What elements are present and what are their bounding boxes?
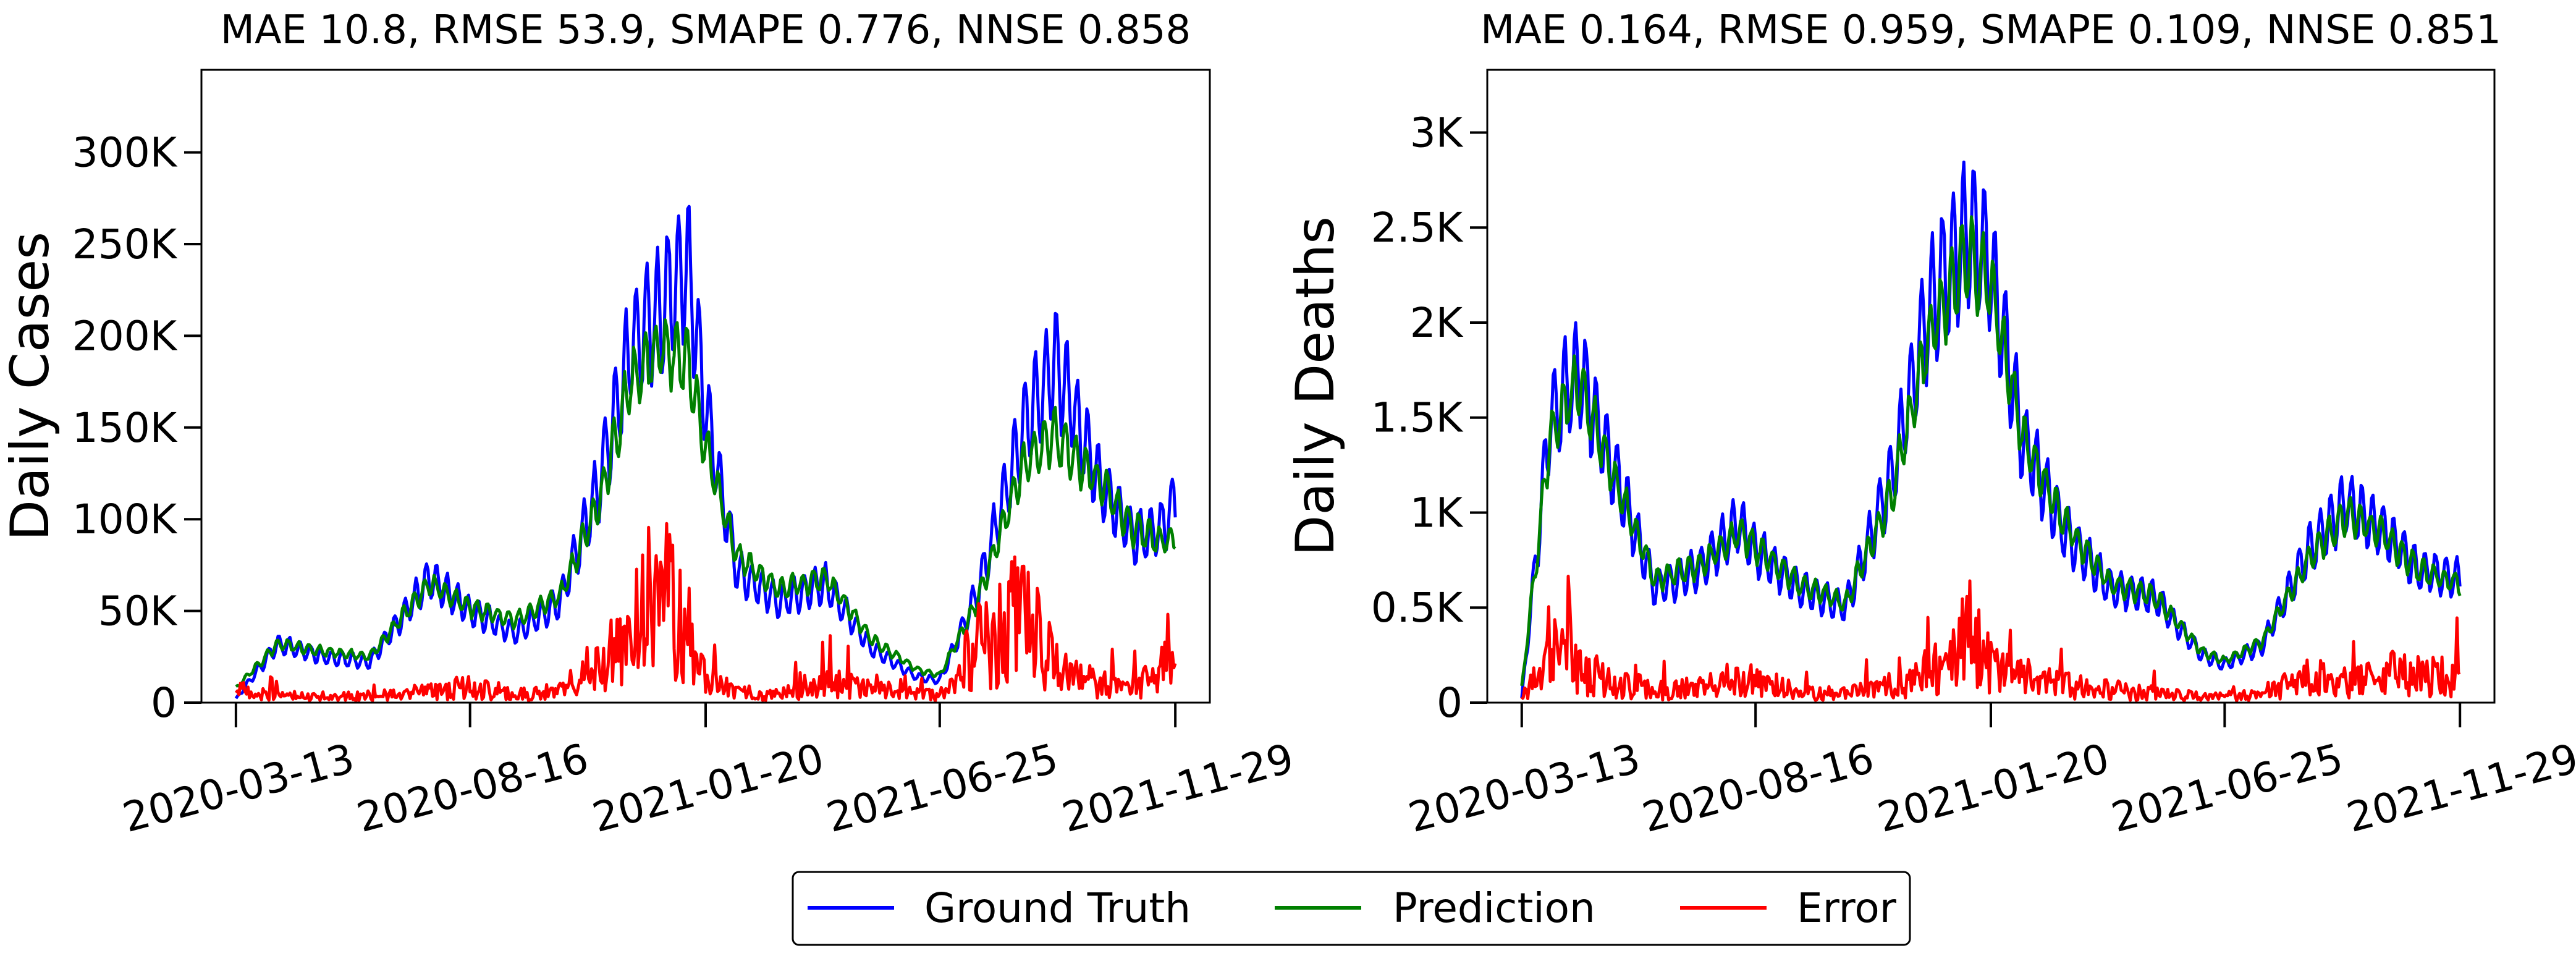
legend-label: Error (1797, 884, 1897, 932)
legend-item: Error (1680, 884, 1897, 932)
series-line-prediction (1520, 215, 2462, 687)
y-tick-label: 100K (72, 496, 178, 543)
legend-item: Prediction (1275, 884, 1595, 932)
x-tick-label: 2021-11-29 (1057, 734, 1298, 842)
chart-panel-2: MAE 0.164, RMSE 0.959, SMAPE 0.109, NNSE… (1285, 7, 2576, 842)
series-line-error (1520, 575, 2461, 703)
y-tick-label: 300K (72, 129, 178, 177)
legend-label: Prediction (1393, 884, 1595, 932)
y-tick-label: 50K (98, 588, 178, 635)
y-tick-label: 0 (1437, 679, 1463, 727)
chart-title: MAE 0.164, RMSE 0.959, SMAPE 0.109, NNSE… (1480, 7, 2501, 53)
y-tick-label: 1.5K (1371, 394, 1464, 442)
legend-label: Ground Truth (924, 884, 1191, 932)
y-tick-label: 1K (1410, 489, 1464, 536)
y-tick-label: 150K (72, 404, 178, 452)
y-axis-label: Daily Cases (0, 232, 61, 541)
y-tick-label: 2.5K (1371, 204, 1464, 252)
x-tick-label: 2020-03-13 (118, 734, 359, 842)
plot-frame (1486, 69, 2496, 704)
plot-area (234, 205, 1177, 703)
series-line-ground-truth (1520, 160, 2462, 699)
y-tick-label: 250K (72, 221, 178, 268)
y-tick-label: 0 (151, 679, 177, 727)
series-line-prediction (235, 318, 1176, 688)
chart-panel-1: MAE 10.8, RMSE 53.9, SMAPE 0.776, NNSE 0… (0, 7, 1299, 842)
plot-area (1520, 160, 2462, 703)
x-tick-label: 2021-01-20 (1873, 734, 2114, 842)
x-tick-label: 2021-06-25 (822, 734, 1063, 842)
x-tick-label: 2020-03-13 (1404, 734, 1645, 842)
y-tick-label: 200K (72, 312, 178, 360)
x-tick-label: 2021-01-20 (588, 734, 829, 842)
legend: Ground Truth Prediction Error (792, 871, 1911, 946)
x-tick-label: 2020-08-16 (1637, 734, 1878, 842)
x-tick-label: 2020-08-16 (352, 734, 593, 842)
x-tick-label: 2021-06-25 (2106, 734, 2347, 842)
legend-item: Ground Truth (808, 884, 1191, 932)
series-line-error (234, 522, 1177, 703)
y-tick-label: 3K (1410, 109, 1464, 156)
y-tick-label: 2K (1410, 299, 1464, 347)
y-axis-label: Daily Deaths (1285, 216, 1346, 556)
x-tick-label: 2021-11-29 (2342, 734, 2576, 842)
y-tick-label: 0.5K (1371, 584, 1464, 632)
chart-title: MAE 10.8, RMSE 53.9, SMAPE 0.776, NNSE 0… (221, 7, 1191, 53)
